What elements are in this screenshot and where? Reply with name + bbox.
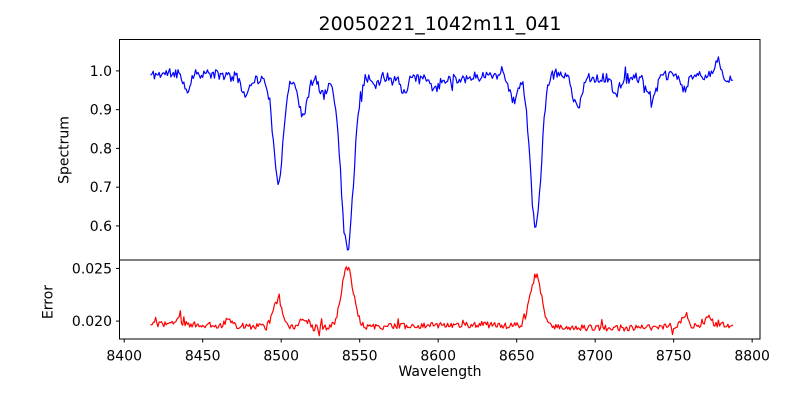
x-axis-label: Wavelength (398, 364, 482, 380)
x-axis-tick-label: 8400 (106, 349, 142, 365)
spectrum-series-line (150, 56, 734, 251)
error-series-line (150, 266, 734, 337)
x-axis-tick-label: 8600 (420, 349, 456, 365)
x-axis-tick-label: 8650 (499, 349, 535, 365)
x-axis-tick-label: 8700 (577, 349, 613, 365)
bottom-panel-border (119, 259, 761, 340)
x-axis-tick-label: 8750 (656, 349, 692, 365)
y-axis-tick-label: 0.6 (90, 219, 112, 235)
y-axis-label-spectrum: Spectrum (56, 116, 73, 184)
x-axis-tick-label: 8450 (185, 349, 221, 365)
y-axis-tick-label: 0.020 (72, 314, 112, 330)
y-axis-tick-label: 0.7 (90, 180, 112, 196)
y-axis-tick-label: 0.8 (90, 141, 112, 157)
y-axis-tick-label: 0.9 (90, 103, 112, 119)
x-axis-tick-label: 8550 (342, 349, 378, 365)
y-axis-label-error: Error (40, 284, 57, 320)
y-axis-tick-label: 1.0 (90, 64, 112, 80)
x-axis-tick-label: 8500 (263, 349, 299, 365)
chart-title: 20050221_1042m11_041 (318, 13, 562, 35)
x-axis-tick-label: 8800 (734, 349, 770, 365)
y-axis-tick-label: 0.025 (72, 261, 112, 277)
